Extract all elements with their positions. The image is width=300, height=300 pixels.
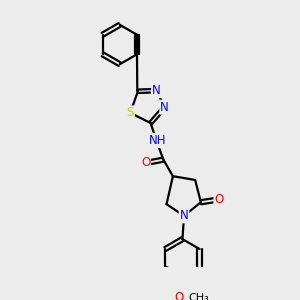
Text: NH: NH bbox=[149, 134, 167, 147]
Text: O: O bbox=[175, 291, 184, 300]
Text: O: O bbox=[141, 156, 150, 169]
Text: N: N bbox=[160, 101, 169, 114]
Text: O: O bbox=[214, 193, 224, 206]
Text: N: N bbox=[152, 84, 161, 97]
Text: S: S bbox=[127, 106, 134, 119]
Text: N: N bbox=[180, 209, 188, 222]
Text: CH₃: CH₃ bbox=[188, 292, 209, 300]
